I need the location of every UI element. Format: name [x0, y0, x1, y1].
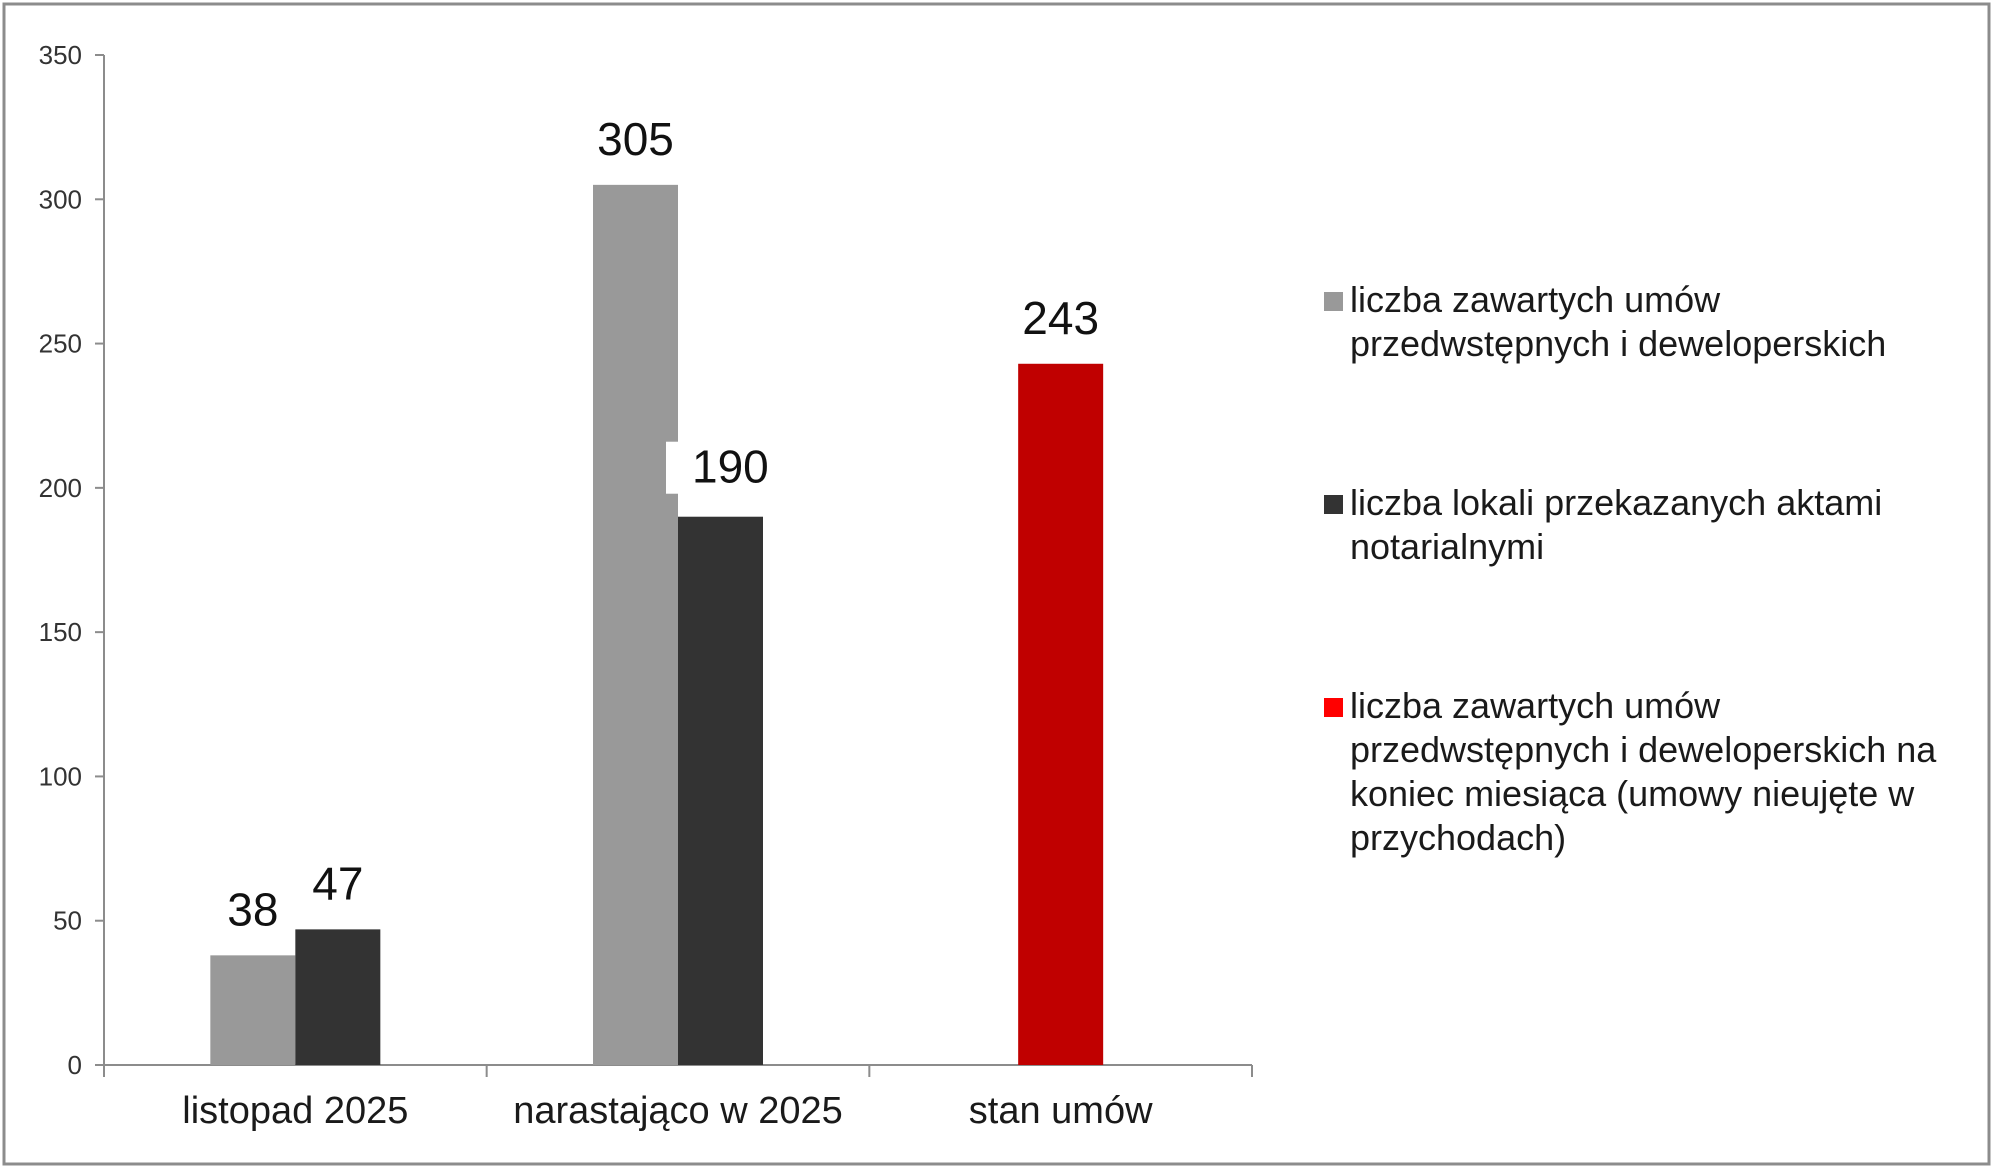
legend-entry: liczba lokali przekazanych aktami notaria…	[1350, 482, 1882, 567]
x-category-label: listopad 2025	[182, 1090, 408, 1132]
data-label: 243	[1022, 292, 1099, 344]
data-label: 305	[597, 113, 674, 165]
bar	[678, 516, 763, 1065]
x-category-label: stan umów	[969, 1090, 1153, 1132]
legend-entry: liczba zawartych umów przedwstępnych i de…	[1350, 279, 1886, 364]
x-category-label: narastająco w 2025	[513, 1090, 843, 1132]
legend-entry: liczba zawartych umów przedwstępnych i de…	[1350, 685, 1937, 858]
legend-swatch	[1324, 292, 1343, 311]
legend: liczba zawartych umów przedwstępnych i de…	[1324, 279, 1937, 858]
data-labels: 38 47 305 190 243	[227, 113, 1099, 935]
bar	[1018, 363, 1104, 1065]
y-tick-label: 150	[39, 617, 82, 647]
legend-swatch	[1324, 698, 1343, 717]
y-tick-label: 0	[68, 1050, 82, 1080]
data-label-backdrop	[666, 441, 678, 494]
data-label: 190	[692, 441, 769, 493]
legend-swatch	[1324, 495, 1343, 514]
y-tick-label: 100	[39, 761, 82, 791]
y-tick-label: 350	[39, 40, 82, 70]
y-tick-label: 300	[39, 184, 82, 214]
bar	[593, 184, 678, 1065]
bar	[295, 929, 381, 1065]
bar	[210, 955, 296, 1065]
bars	[210, 184, 1104, 1065]
y-tick-label: 200	[39, 473, 82, 503]
data-label: 47	[312, 857, 363, 909]
y-tick-label: 50	[53, 906, 82, 936]
data-label: 38	[227, 883, 278, 935]
y-tick-label: 250	[39, 329, 82, 359]
